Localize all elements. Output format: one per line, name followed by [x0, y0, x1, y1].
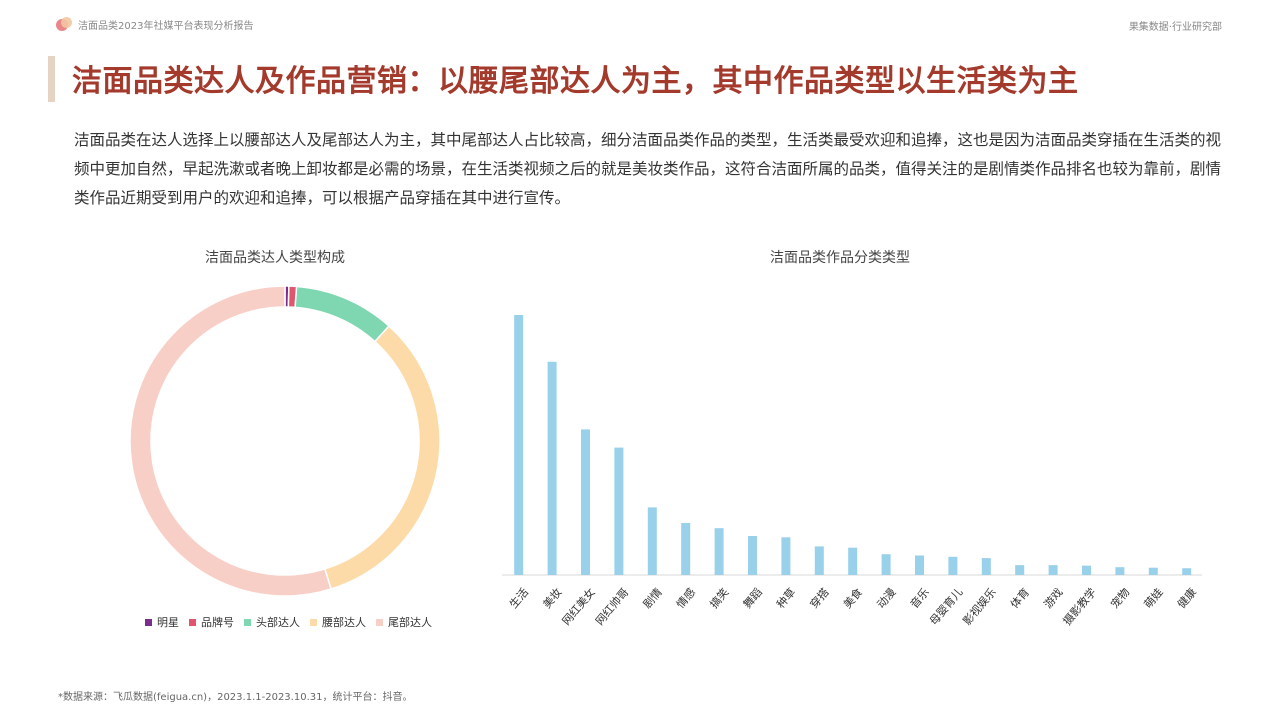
bar: [814, 546, 824, 575]
legend-label: 明星: [157, 616, 179, 629]
legend-label: 品牌号: [201, 616, 234, 629]
legend-label: 腰部达人: [322, 616, 366, 629]
brand-logo-icon: [56, 17, 72, 31]
x-tick-label: 萌娃: [1141, 585, 1166, 611]
bar: [514, 315, 524, 575]
x-tick-label: 动漫: [874, 585, 899, 611]
bar: [748, 536, 757, 575]
legend-swatch: [145, 618, 152, 626]
x-tick-label: 情感: [674, 586, 698, 611]
x-tick-label: 剧情: [641, 586, 665, 611]
legend-item: 明星: [145, 614, 179, 630]
bar: [614, 447, 624, 575]
x-tick-label: 母婴育儿: [926, 585, 965, 628]
donut-legend: 明星 品牌号 头部达人 腰部达人 尾部达人: [145, 614, 442, 630]
x-tick-label: 摄影教学: [1060, 585, 1099, 628]
report-title: 洁面品类2023年社媒平台表现分析报告: [78, 20, 254, 32]
x-tick-label: 音乐: [907, 585, 932, 611]
legend-item: 品牌号: [189, 614, 234, 630]
x-tick-label: 种草: [773, 585, 798, 611]
bar: [881, 554, 891, 575]
legend-item: 腰部达人: [310, 614, 366, 630]
description-paragraph: 洁面品类在达人选择上以腰部达人及尾部达人为主，其中尾部达人占比较高，细分洁面品类…: [74, 131, 1222, 207]
footnote-source: *数据来源：飞瓜数据(feigua.cn)，2023.1.1-2023.10.3…: [58, 692, 413, 703]
x-tick-label: 搞笑: [707, 585, 732, 611]
bar: [1048, 565, 1058, 575]
x-tick-label: 生活: [506, 585, 531, 611]
donut-chart-title: 洁面品类达人类型构成: [205, 250, 345, 266]
bar-chart-title: 洁面品类作品分类类型: [770, 250, 910, 266]
title-accent-bar: [48, 56, 55, 102]
x-tick-label: 穿搭: [807, 585, 832, 611]
legend-swatch: [244, 618, 251, 626]
legend-label: 头部达人: [256, 616, 300, 629]
x-tick-label: 网红美女: [559, 585, 598, 628]
organization-name: 果集数据·行业研究部: [1128, 22, 1222, 33]
donut-slice: [323, 324, 441, 590]
legend-item: 头部达人: [244, 614, 300, 630]
bar: [1182, 568, 1192, 575]
x-tick-label: 美妆: [540, 586, 564, 611]
x-tick-label: 美食: [840, 585, 865, 611]
bar: [1015, 565, 1025, 575]
donut-chart: [129, 285, 441, 597]
x-tick-label: 体育: [1007, 585, 1032, 611]
bar: [915, 555, 924, 575]
bar: [1115, 567, 1125, 575]
legend-label: 尾部达人: [388, 616, 432, 629]
x-tick-label: 宠物: [1107, 585, 1132, 611]
report-header: 洁面品类2023年社媒平台表现分析报告: [56, 14, 253, 34]
bar: [948, 556, 958, 575]
bar: [714, 528, 724, 575]
bar: [581, 429, 590, 575]
donut-slice: [129, 285, 332, 597]
x-tick-label: 游戏: [1041, 586, 1065, 611]
x-tick-label: 健康: [1174, 585, 1199, 611]
bar: [681, 523, 691, 575]
bar: [647, 507, 657, 575]
legend-swatch: [376, 618, 383, 626]
legend-swatch: [310, 618, 317, 626]
bar: [781, 537, 791, 575]
x-tick-label: 舞蹈: [741, 586, 765, 611]
bar: [1082, 565, 1091, 575]
donut-slice: [294, 285, 391, 343]
x-tick-label: 影视娱乐: [960, 585, 999, 628]
bar: [981, 558, 991, 575]
bar: [1148, 567, 1158, 575]
bar: [547, 361, 557, 575]
legend-swatch: [189, 618, 196, 626]
page-title: 洁面品类达人及作品营销：以腰尾部达人为主，其中作品类型以生活类为主: [72, 64, 1079, 99]
bar: [848, 547, 858, 575]
x-tick-label: 网红帅哥: [593, 586, 631, 628]
legend-item: 尾部达人: [376, 614, 432, 630]
